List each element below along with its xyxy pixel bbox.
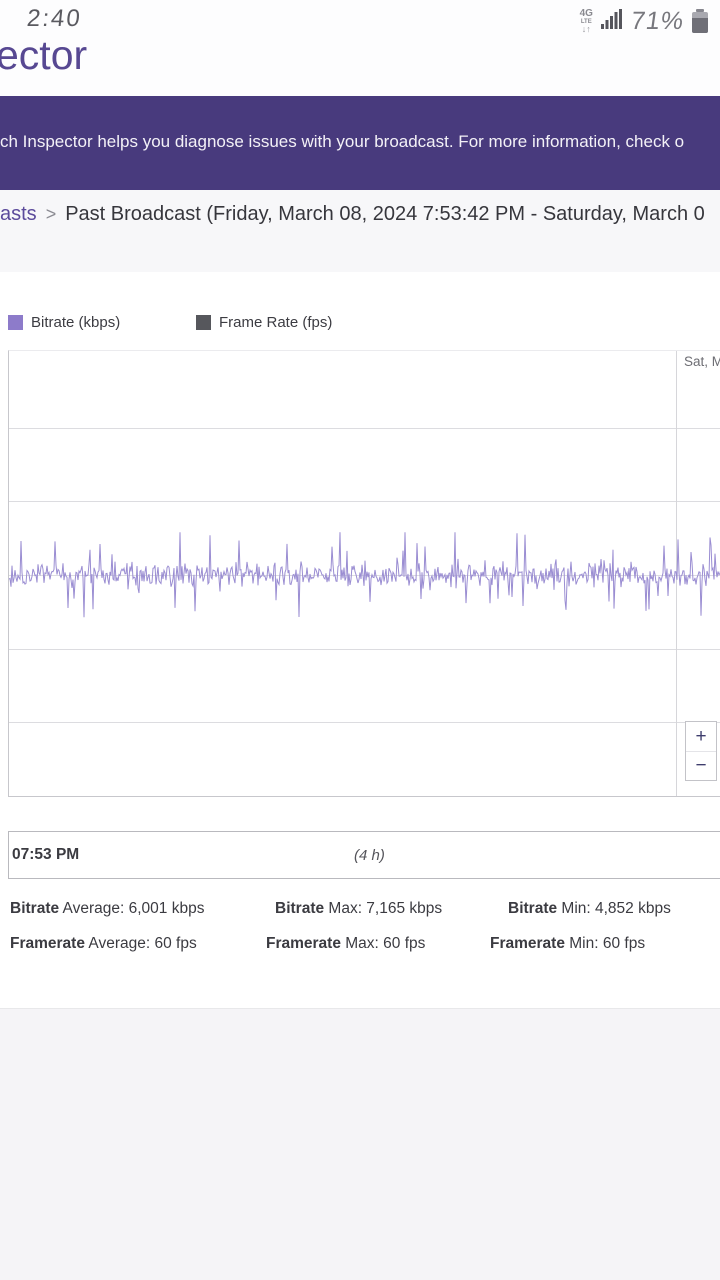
framerate-swatch-icon [196, 314, 211, 330]
status-bar: 2:40 4G LTE ↓↑ 71% [0, 0, 720, 40]
gridline [9, 501, 720, 502]
gridline [9, 722, 720, 723]
battery-icon [692, 9, 708, 33]
stat-bitrate-average: Bitrate Average: 6,001 kbps [10, 900, 205, 917]
range-duration: (4 h) [354, 847, 385, 864]
legend-item-framerate: Frame Rate (fps) [196, 313, 332, 331]
network-type-label: 4G [579, 7, 593, 19]
breadcrumb: asts > Past Broadcast (Friday, March 08, 2… [0, 203, 705, 226]
chart-date-label: Sat, M [684, 354, 720, 369]
chart-zoom-controls: + − [685, 721, 717, 781]
data-activity-arrows-icon: ↓↑ [581, 23, 591, 34]
stat-framerate-average: Framerate Average: 60 fps [10, 935, 197, 952]
signal-strength-icon [600, 8, 623, 34]
battery-percent-label: 71% [629, 6, 687, 35]
stat-bitrate-max: Bitrate Max: 7,165 kbps [275, 900, 443, 917]
bitrate-swatch-icon [8, 314, 23, 330]
legend-item-bitrate: Bitrate (kbps) [8, 313, 120, 331]
stat-framerate-min: Framerate Min: 60 fps [490, 935, 646, 952]
range-selector[interactable]: 07:53 PM (4 h) [8, 831, 720, 879]
stat-bitrate-min: Bitrate Min: 4,852 kbps [508, 900, 671, 917]
bitrate-chart[interactable]: Sat, M + − [8, 350, 720, 797]
gridline [9, 428, 720, 429]
bitrate-waveform [9, 532, 720, 618]
breadcrumb-strip: asts > Past Broadcast (Friday, March 08, 2… [0, 190, 720, 272]
inspector-logo[interactable]: ector [0, 32, 88, 78]
legend-label-framerate: Frame Rate (fps) [219, 313, 333, 331]
network-sub-label: LTE [580, 18, 592, 25]
status-icons: 4G LTE ↓↑ 71% [580, 5, 708, 37]
zoom-in-button[interactable]: + [686, 722, 716, 752]
info-banner: ch Inspector helps you diagnose issues w… [0, 96, 720, 190]
stat-framerate-max: Framerate Max: 60 fps [266, 935, 426, 952]
breadcrumb-separator: > [45, 204, 57, 224]
lte-network-icon: 4G LTE ↓↑ [579, 7, 593, 34]
gridline [9, 649, 720, 650]
info-banner-text: ch Inspector helps you diagnose issues w… [0, 132, 685, 151]
zoom-out-button[interactable]: − [686, 751, 716, 780]
page-footer [0, 1008, 720, 1280]
header: ector [0, 32, 720, 96]
clock: 2:40 [25, 5, 84, 32]
legend-label-bitrate: Bitrate (kbps) [31, 313, 121, 331]
breadcrumb-past-broadcasts-link[interactable]: asts [0, 203, 37, 225]
range-start-time: 07:53 PM [12, 846, 80, 863]
breadcrumb-current: Past Broadcast (Friday, March 08, 2024 7… [65, 203, 705, 225]
